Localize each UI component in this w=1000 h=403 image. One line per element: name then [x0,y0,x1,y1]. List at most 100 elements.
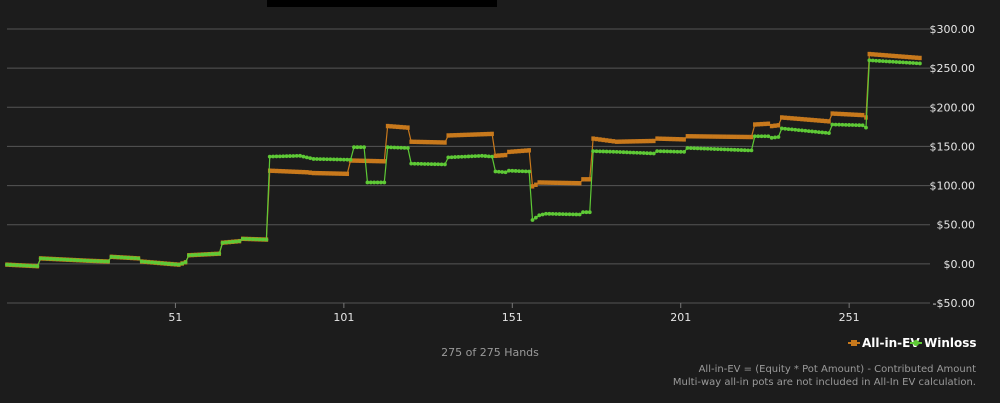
data-point [463,154,468,159]
data-point [688,146,693,151]
data-point [433,140,437,145]
data-point [321,157,326,162]
data-point [732,147,737,152]
data-point [220,240,225,245]
data-point [736,134,740,140]
data-point [749,134,754,140]
data-point [544,211,548,216]
data-point [496,169,501,174]
data-point [21,263,26,268]
data-point [874,58,879,63]
legend-marker [851,340,857,346]
data-point [358,158,363,163]
data-point [648,151,653,156]
data-point [742,134,747,140]
data-point [881,52,885,58]
legend-item-winloss[interactable]: Winloss [910,336,977,350]
data-point [648,138,653,144]
data-point [789,127,794,132]
data-point [625,139,629,144]
data-point [123,255,127,260]
data-point [530,184,535,189]
data-point [658,149,663,154]
data-point [763,121,767,127]
legend[interactable]: All-in-EV Winloss [848,336,977,350]
data-point [355,158,360,163]
data-point [685,146,690,150]
data-point [729,134,734,139]
data-point [918,55,922,61]
data-point [544,180,548,185]
data-point [207,252,212,257]
data-point [847,112,851,117]
data-point [466,132,471,137]
data-point [507,149,511,155]
data-point [419,139,424,145]
data-point [139,259,144,264]
data-point [655,136,659,141]
data-point [843,112,848,117]
data-point [540,180,545,185]
data-point [176,262,181,267]
legend-item-all-in-ev[interactable]: All-in-EV [848,336,920,350]
data-point [281,169,286,174]
data-point [136,256,141,261]
data-point [833,122,838,127]
data-point [109,254,114,259]
data-point [550,212,555,216]
data-point [914,61,919,66]
data-point [69,257,73,262]
legend-label: All-in-EV [862,336,920,350]
data-point [766,134,771,139]
data-point [335,157,340,162]
data-point [712,147,717,151]
data-point [284,154,289,159]
data-point [685,134,690,139]
data-point [392,145,397,150]
data-point [456,132,461,138]
data-point [662,136,666,141]
data-point [779,115,784,120]
data-point [520,148,525,154]
data-point [237,239,242,244]
data-point [752,134,757,139]
data-point [793,116,798,121]
data-point [810,117,814,123]
data-point [715,134,720,139]
data-point [385,123,390,129]
data-point [331,157,336,162]
data-point [722,147,727,152]
data-point [830,111,835,116]
data-point [55,257,60,262]
data-point [587,210,592,215]
data-point [358,145,363,150]
data-point [843,122,848,127]
data-point [591,136,595,141]
data-point [264,237,269,242]
data-point [15,263,20,268]
data-point [402,125,407,130]
data-point [187,253,191,258]
x-tick-label: 101 [333,311,354,324]
series-markers [5,51,922,269]
data-point [594,136,599,142]
data-point [493,153,498,159]
data-point [483,131,488,137]
data-point [166,261,171,266]
data-point [399,145,404,150]
y-tick-label: $50.00 [937,219,976,232]
data-point [288,154,292,158]
data-point [18,263,23,268]
data-point [362,145,366,150]
data-point [587,177,592,182]
data-point [884,59,889,64]
data-point [443,162,447,167]
data-point [860,112,865,118]
data-point [867,58,872,63]
data-point [904,54,909,60]
legend-marker [913,340,919,346]
data-point [604,149,609,154]
data-point [911,55,915,60]
data-point [247,237,252,241]
